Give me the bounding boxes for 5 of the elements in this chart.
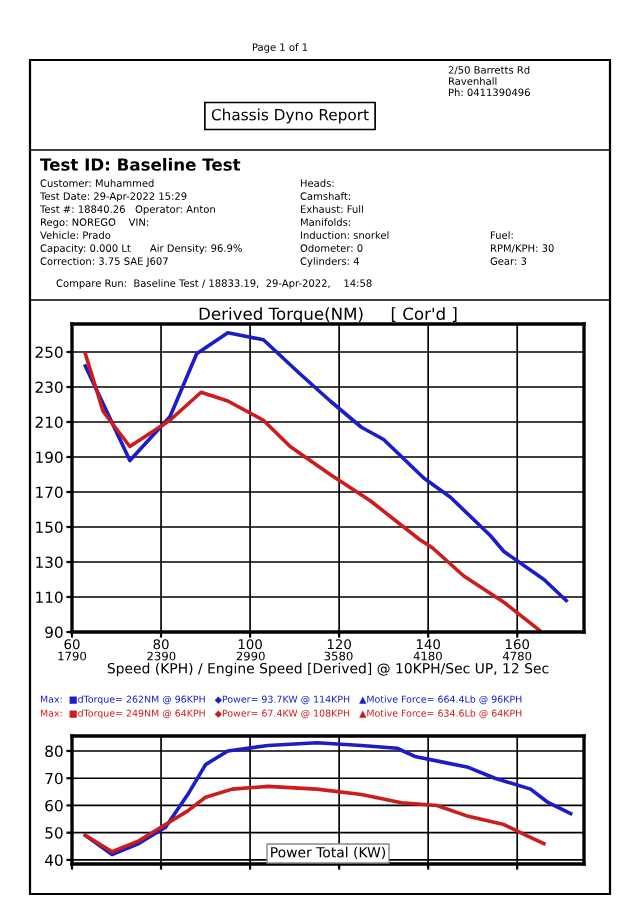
line-series [83,351,542,632]
line-series [83,330,568,603]
chart-title: Derived Torque(NM) [ Cor'd ] [199,307,457,324]
line-series [83,741,573,857]
text: Test ID: Baseline Test [40,157,241,171]
